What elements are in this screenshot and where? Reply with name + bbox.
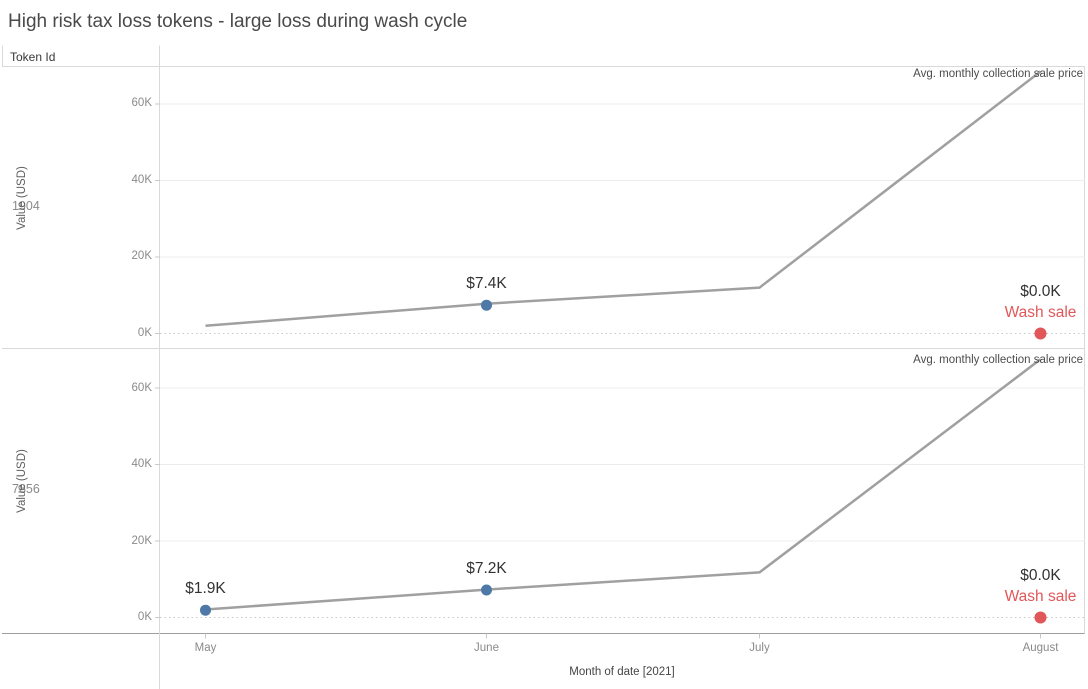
avg-price-line[interactable]: [205, 70, 1042, 328]
y-tick-label-0k: 0K: [137, 611, 152, 623]
wash-sale-label: Wash sale: [1004, 303, 1077, 321]
x-tick-label-may: May: [194, 642, 217, 654]
row-header-token-id: Token Id: [10, 50, 56, 64]
wash-sale-point[interactable]: [1034, 611, 1047, 624]
wash-sale-label: Wash sale: [1004, 587, 1077, 605]
avg-price-line[interactable]: [205, 358, 1042, 611]
line-annotation: Avg. monthly collection sale price: [913, 354, 1083, 366]
sale-point[interactable]: [481, 584, 492, 596]
wash-sale-point[interactable]: [1034, 327, 1047, 340]
x-tick-label-june: June: [474, 642, 499, 654]
row-label-1904: 1904: [12, 199, 40, 213]
line-annotation: Avg. monthly collection sale price: [913, 68, 1083, 80]
point-value-label: $7.4K: [466, 275, 507, 293]
x-axis-title: Month of date [2021]: [569, 666, 675, 678]
y-tick-label-40k: 40K: [131, 458, 152, 470]
y-tick-label-60k: 60K: [131, 381, 152, 394]
x-tick-label-july: July: [749, 642, 770, 654]
y-axis-title: Value (USD): [16, 166, 28, 230]
row-label-7856: 7856: [12, 482, 40, 496]
point-value-label: $0.0K: [1020, 282, 1061, 300]
y-tick-label-60k: 60K: [131, 97, 152, 109]
y-tick-label-0k: 0K: [137, 326, 152, 339]
point-value-label: $1.9K: [185, 580, 226, 598]
sale-point[interactable]: [200, 604, 211, 616]
point-value-label: $7.2K: [466, 560, 507, 577]
sale-point[interactable]: [481, 299, 492, 311]
y-tick-label-20k: 20K: [131, 534, 152, 547]
y-tick-label-40k: 40K: [131, 173, 152, 186]
y-tick-label-20k: 20K: [131, 250, 152, 262]
x-tick-label-august: August: [1022, 642, 1059, 654]
y-axis-title: Value (USD): [16, 449, 28, 513]
point-value-label: $0.0K: [1020, 566, 1061, 584]
chart-title: High risk tax loss tokens - large loss d…: [8, 11, 468, 32]
